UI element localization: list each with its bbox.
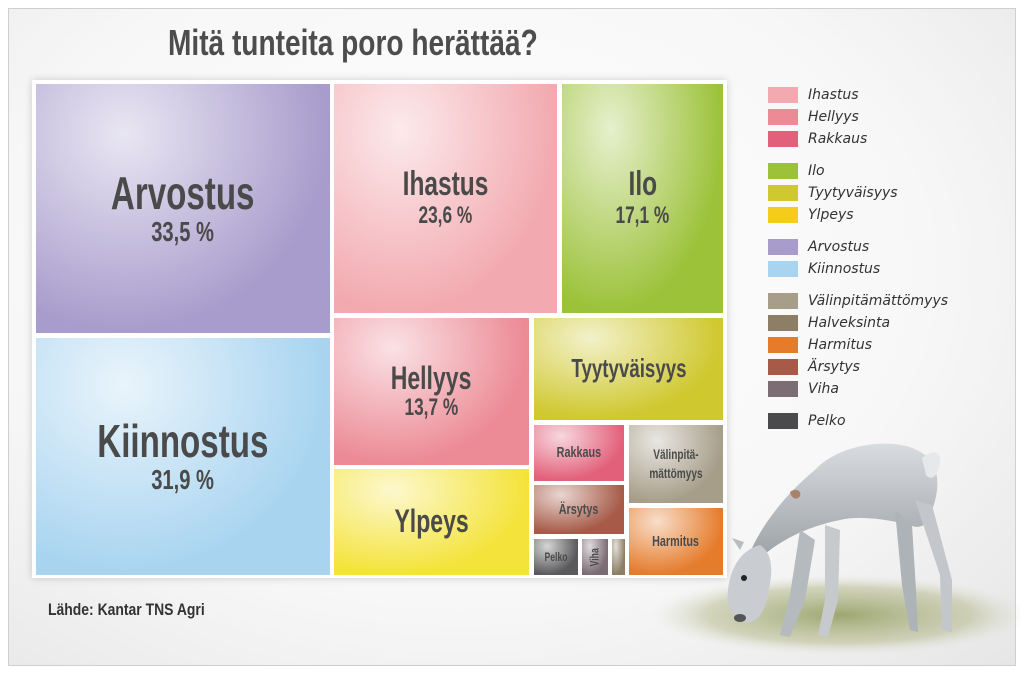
legend-swatch bbox=[768, 359, 798, 375]
legend-label: Viha bbox=[808, 381, 839, 397]
legend-item: Viha bbox=[768, 380, 839, 398]
legend-swatch bbox=[768, 293, 798, 309]
legend-label: Arvostus bbox=[808, 239, 870, 255]
legend-item: Hellyys bbox=[768, 108, 859, 126]
legend-item: Ylpeys bbox=[768, 206, 854, 224]
legend-swatch bbox=[768, 185, 798, 201]
legend-swatch bbox=[768, 207, 798, 223]
legend-label: Ärsytys bbox=[808, 359, 860, 375]
legend-swatch bbox=[768, 337, 798, 353]
legend-item: Ilo bbox=[768, 162, 825, 180]
legend-label: Kiinnostus bbox=[808, 261, 881, 277]
legend-label: Tyytyväisyys bbox=[808, 185, 898, 201]
legend-label: Pelko bbox=[808, 413, 846, 429]
legend-label: Ihastus bbox=[808, 87, 859, 103]
legend-label: Halveksinta bbox=[808, 315, 891, 331]
legend-item: Rakkaus bbox=[768, 130, 867, 148]
legend-item: Harmitus bbox=[768, 336, 872, 354]
legend-swatch bbox=[768, 131, 798, 147]
legend-item: Ihastus bbox=[768, 86, 859, 104]
legend-swatch bbox=[768, 109, 798, 125]
legend-swatch bbox=[768, 239, 798, 255]
legend-label: Harmitus bbox=[808, 337, 873, 353]
legend-label: Ylpeys bbox=[808, 207, 854, 223]
legend-swatch bbox=[768, 315, 798, 331]
legend-item: Ärsytys bbox=[768, 358, 860, 376]
legend-swatch bbox=[768, 381, 798, 397]
legend-swatch bbox=[768, 261, 798, 277]
legend-swatch bbox=[768, 87, 798, 103]
legend-swatch bbox=[768, 413, 798, 429]
legend-label: Välinpitämättömyys bbox=[808, 293, 949, 309]
treemap-border bbox=[32, 80, 727, 578]
source-note: Lähde: Kantar TNS Agri bbox=[48, 600, 205, 619]
legend-item: Pelko bbox=[768, 412, 846, 430]
legend-label: Rakkaus bbox=[808, 131, 868, 147]
legend-item: Tyytyväisyys bbox=[768, 184, 898, 202]
legend-label: Ilo bbox=[808, 163, 825, 179]
chart-title: Mitä tunteita poro herättää? bbox=[168, 22, 538, 63]
legend-item: Välinpitämättömyys bbox=[768, 292, 948, 310]
legend-item: Arvostus bbox=[768, 238, 869, 256]
reindeer-calf-illustration bbox=[650, 443, 1020, 655]
legend-item: Halveksinta bbox=[768, 314, 890, 332]
legend-item: Kiinnostus bbox=[768, 260, 880, 278]
legend-swatch bbox=[768, 163, 798, 179]
legend-label: Hellyys bbox=[808, 109, 859, 125]
